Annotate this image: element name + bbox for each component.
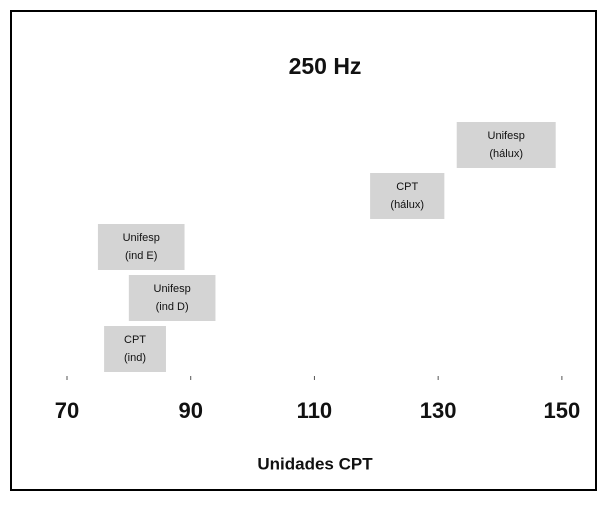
range-label: Unifesp [488, 130, 525, 142]
range-label: Unifesp [154, 283, 191, 295]
x-tick-label: 150 [544, 398, 581, 423]
range-label: Unifesp [123, 232, 160, 244]
range-box [128, 275, 216, 321]
x-tick-label: 130 [420, 398, 457, 423]
x-axis-title: Unidades CPT [257, 454, 373, 473]
x-tick-label: 90 [178, 398, 202, 423]
range-box [370, 173, 445, 219]
range-label: CPT [396, 181, 418, 193]
range-box [104, 326, 166, 372]
range-label: (ind) [124, 352, 146, 364]
x-tick-label: 70 [55, 398, 79, 423]
range-label: (ind D) [156, 301, 189, 313]
range-label: (ind E) [125, 250, 157, 262]
range-box [456, 122, 556, 168]
range-label: (hálux) [390, 199, 424, 211]
range-label: (hálux) [489, 148, 523, 160]
range-label: CPT [124, 334, 146, 346]
chart-title: 250 Hz [289, 53, 362, 79]
x-tick-label: 110 [297, 398, 333, 423]
range-box [97, 224, 185, 270]
